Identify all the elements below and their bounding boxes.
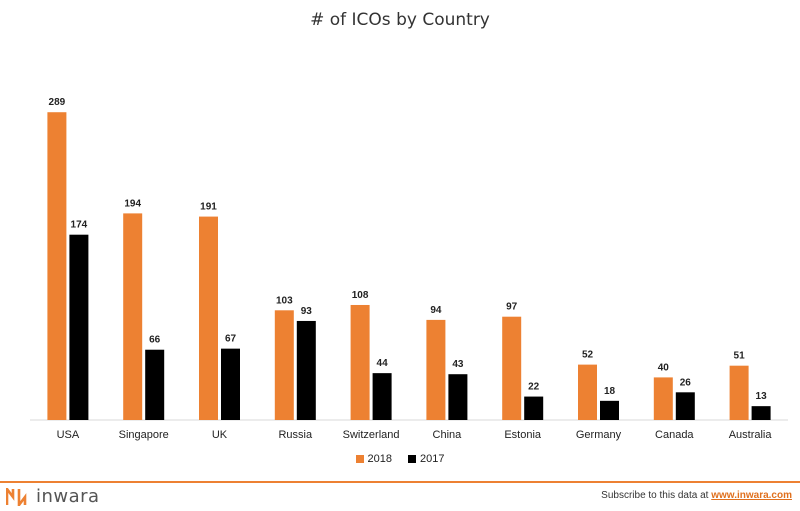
bar-estonia-2018 bbox=[502, 316, 522, 420]
data-label-china-2017: 43 bbox=[452, 359, 464, 370]
data-label-estonia-2018: 97 bbox=[506, 302, 518, 313]
data-label-australia-2017: 13 bbox=[756, 391, 768, 402]
data-label-singapore-2018: 194 bbox=[124, 198, 141, 209]
bar-uk-2017 bbox=[221, 348, 240, 420]
bar-usa-2018 bbox=[47, 112, 67, 420]
bar-canada-2017 bbox=[675, 392, 695, 420]
footer-divider bbox=[0, 481, 800, 483]
data-label-russia-2018: 103 bbox=[276, 295, 293, 306]
x-tick-label-singapore: Singapore bbox=[119, 429, 169, 441]
data-label-uk-2017: 67 bbox=[225, 334, 237, 345]
x-tick-label-estonia: Estonia bbox=[504, 429, 542, 441]
legend-label-2017: 2017 bbox=[420, 453, 445, 465]
bar-germany-2017 bbox=[600, 400, 619, 420]
bar-russia-2017 bbox=[296, 320, 316, 420]
x-tick-label-usa: USA bbox=[57, 429, 80, 441]
bar-singapore-2018 bbox=[123, 213, 143, 420]
data-label-usa-2018: 289 bbox=[49, 97, 66, 108]
legend-swatch-2018 bbox=[355, 455, 364, 463]
bar-australia-2018 bbox=[729, 365, 749, 420]
data-label-australia-2018: 51 bbox=[734, 351, 746, 362]
data-label-estonia-2017: 22 bbox=[528, 382, 540, 393]
bar-singapore-2017 bbox=[145, 349, 165, 420]
subscribe-note: Subscribe to this data at www.inwara.com bbox=[601, 490, 792, 501]
data-label-russia-2017: 93 bbox=[301, 306, 313, 317]
bar-uk-2018 bbox=[199, 216, 218, 420]
data-label-singapore-2017: 66 bbox=[149, 335, 161, 346]
data-label-usa-2017: 174 bbox=[71, 220, 88, 231]
subscribe-link[interactable]: www.inwara.com bbox=[711, 490, 792, 501]
chart-title: # of ICOs by Country bbox=[310, 10, 490, 30]
data-label-uk-2018: 191 bbox=[200, 202, 217, 213]
data-label-germany-2017: 18 bbox=[604, 386, 616, 397]
data-label-china-2018: 94 bbox=[430, 305, 442, 316]
data-label-canada-2017: 26 bbox=[680, 377, 692, 388]
bar-usa-2017 bbox=[69, 234, 89, 420]
bar-switzerland-2018 bbox=[350, 304, 370, 420]
x-tick-label-australia: Australia bbox=[729, 429, 773, 441]
inwara-logo-icon bbox=[6, 487, 27, 506]
bar-china-2018 bbox=[426, 319, 446, 420]
bar-canada-2018 bbox=[653, 377, 673, 420]
x-tick-label-china: China bbox=[433, 429, 463, 441]
data-label-switzerland-2017: 44 bbox=[377, 358, 389, 369]
bar-china-2017 bbox=[448, 374, 468, 420]
x-tick-label-canada: Canada bbox=[655, 429, 694, 441]
bar-estonia-2017 bbox=[524, 396, 544, 420]
x-tick-label-switzerland: Switzerland bbox=[343, 429, 400, 441]
data-label-switzerland-2018: 108 bbox=[352, 290, 369, 301]
data-label-germany-2018: 52 bbox=[582, 350, 594, 361]
bar-australia-2017 bbox=[751, 406, 771, 420]
legend-swatch-2017 bbox=[408, 455, 416, 463]
brand-name: inwara bbox=[36, 486, 100, 507]
bar-switzerland-2017 bbox=[372, 373, 392, 420]
bar-russia-2018 bbox=[274, 310, 294, 420]
bar-germany-2018 bbox=[578, 364, 597, 420]
data-label-canada-2018: 40 bbox=[658, 362, 670, 373]
x-tick-label-russia: Russia bbox=[278, 429, 313, 441]
legend-item-2018: 2018 bbox=[355, 453, 392, 465]
subscribe-text: Subscribe to this data at bbox=[601, 490, 709, 501]
x-tick-label-uk: UK bbox=[212, 429, 228, 441]
legend-item-2017: 2017 bbox=[408, 453, 444, 465]
legend-label-2018: 2018 bbox=[367, 453, 392, 465]
brand-logo: inwara bbox=[6, 486, 100, 507]
chart-legend: 2018 2017 bbox=[0, 453, 800, 465]
x-tick-label-germany: Germany bbox=[576, 429, 622, 441]
